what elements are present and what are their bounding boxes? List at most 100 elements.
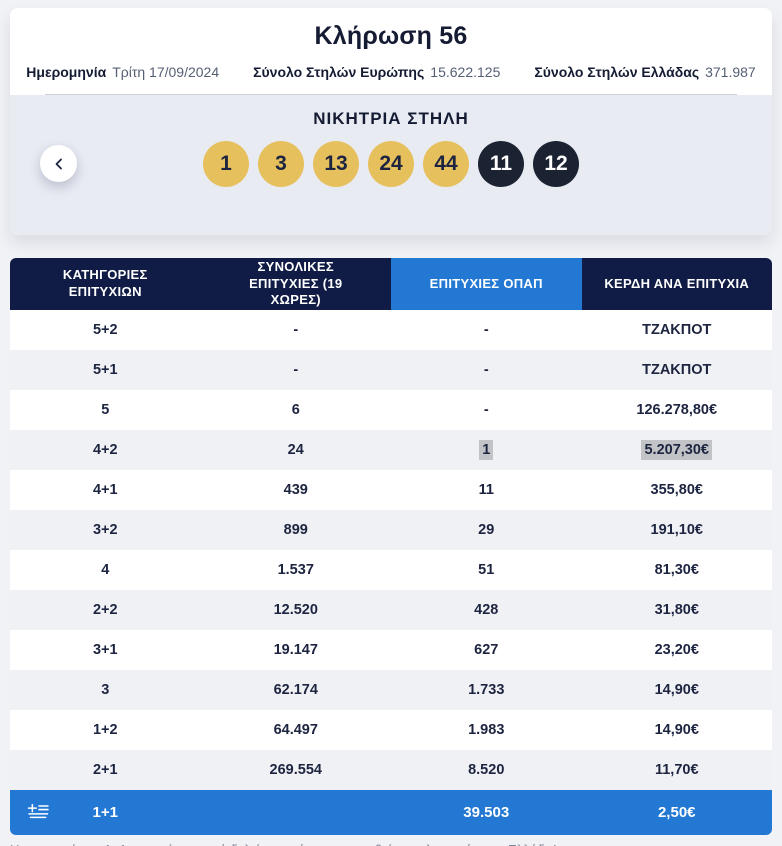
previous-draw-button[interactable] [40, 145, 77, 182]
table-row: 1+2 64.497 1.983 14,90€ [10, 710, 772, 750]
category-cell: 4 [10, 550, 201, 590]
table-row: 5+2- - ΤΖΑΚΠΟΤ [10, 310, 772, 350]
divider [45, 94, 737, 95]
category-cell: 5 [10, 390, 201, 430]
opap-wins-cell: 8.520 [391, 750, 582, 790]
selected-text: 5.207,30€ [641, 440, 712, 460]
opap-wins-cell: - [391, 310, 582, 350]
draw-meta: Ημερομηνία Τρίτη 17/09/2024 Σύνολο Στηλών … [10, 51, 772, 94]
opap-wins-cell: 51 [391, 550, 582, 590]
greece-only-row: 1+1 39.503 2,50€ [10, 790, 772, 835]
total-wins-cell: 439 [200, 470, 391, 510]
total-wins-cell: 6 [200, 390, 391, 430]
meta-value: 15.622.125 [430, 64, 501, 80]
category-cell: 5+2 [10, 310, 201, 350]
selected-text: 1 [479, 440, 494, 460]
prize-cell: 2,50€ [581, 790, 772, 835]
results-section: ΚΑΤΗΓΟΡΙΕΣ ΕΠΙΤΥΧΙΩΝ ΣΥΝΟΛΙΚΕΣ ΕΠΙΤΥΧΙΕΣ … [10, 258, 772, 846]
prize-cell: 5.207,30€ [581, 430, 772, 470]
table-row: 3 62.174 1.733 14,90€ [10, 670, 772, 710]
winning-number-ball: 3 [258, 141, 304, 187]
table-footnote: Η κατηγορία με 1+1 επιτυχίες αφορά δελτί… [10, 842, 772, 846]
page-title: Κλήρωση 56 [314, 22, 468, 50]
greece-flag-icon [27, 803, 51, 822]
opap-wins-cell: 1 [391, 430, 582, 470]
meta-label: Σύνολο Στηλών Ευρώπης [253, 64, 425, 80]
prize-cell: 126.278,80€ [581, 390, 772, 430]
meta-value: Τρίτη 17/09/2024 [112, 64, 220, 80]
total-wins-cell [200, 790, 391, 835]
results-table: ΚΑΤΗΓΟΡΙΕΣ ΕΠΙΤΥΧΙΩΝ ΣΥΝΟΛΙΚΕΣ ΕΠΙΤΥΧΙΕΣ … [10, 258, 772, 835]
prize-cell: 23,20€ [581, 630, 772, 670]
total-wins-cell: - [200, 350, 391, 390]
draw-summary-card: Κλήρωση 56 Ημερομηνία Τρίτη 17/09/2024 Σύν… [10, 8, 772, 235]
winning-number-ball: 44 [423, 141, 469, 187]
bonus-number-ball: 12 [533, 141, 579, 187]
total-wins-cell: 62.174 [200, 670, 391, 710]
table-row: 2+1 269.554 8.520 11,70€ [10, 750, 772, 790]
total-wins-cell: 19.147 [200, 630, 391, 670]
prize-cell: 14,90€ [581, 710, 772, 750]
prize-cell: 355,80€ [581, 470, 772, 510]
category-cell: 2+1 [10, 750, 201, 790]
total-wins-cell: 24 [200, 430, 391, 470]
total-wins-cell: 899 [200, 510, 391, 550]
draw-header: Κλήρωση 56 Ημερομηνία Τρίτη 17/09/2024 Σύν… [10, 8, 772, 95]
table-row: 5+1- - ΤΖΑΚΠΟΤ [10, 350, 772, 390]
opap-wins-cell: - [391, 350, 582, 390]
column-header: ΕΠΙΤΥΧΙΕΣ ΟΠΑΠ [391, 258, 582, 310]
prize-cell: 191,10€ [581, 510, 772, 550]
table-row: 3+2 899 29 191,10€ [10, 510, 772, 550]
table-row: 2+2 12.520 428 31,80€ [10, 590, 772, 630]
category-cell: 3 [10, 670, 201, 710]
opap-wins-cell: 39.503 [391, 790, 582, 835]
total-wins-cell: 64.497 [200, 710, 391, 750]
opap-wins-cell: 11 [391, 470, 582, 510]
winning-column-title: ΝΙΚΗΤΡΙΑ ΣΤΗΛΗ [313, 109, 469, 128]
draw-meta-item: Ημερομηνία Τρίτη 17/09/2024 [26, 64, 219, 80]
winning-number-ball: 24 [368, 141, 414, 187]
meta-label: Σύνολο Στηλών Ελλάδας [534, 64, 700, 80]
category-cell: 1+1 [10, 790, 201, 835]
opap-wins-cell: 1.733 [391, 670, 582, 710]
opap-wins-cell: 1.983 [391, 710, 582, 750]
table-header-row: ΚΑΤΗΓΟΡΙΕΣ ΕΠΙΤΥΧΙΩΝ ΣΥΝΟΛΙΚΕΣ ΕΠΙΤΥΧΙΕΣ … [10, 258, 772, 310]
draw-meta-item: Σύνολο Στηλών Ελλάδας 371.987 [534, 64, 755, 80]
category-cell: 3+2 [10, 510, 201, 550]
meta-label: Ημερομηνία [26, 64, 107, 80]
winning-column-section: ΝΙΚΗΤΡΙΑ ΣΤΗΛΗ 1 3 13 24 44 11 12 [10, 95, 772, 235]
category-cell: 4+2 [10, 430, 201, 470]
opap-wins-cell: 627 [391, 630, 582, 670]
table-row: 4+1 439 11 355,80€ [10, 470, 772, 510]
table-row: 3+1 19.147 627 23,20€ [10, 630, 772, 670]
category-cell: 1+2 [10, 710, 201, 750]
prize-cell: 14,90€ [581, 670, 772, 710]
category-cell: 3+1 [10, 630, 201, 670]
column-header: ΣΥΝΟΛΙΚΕΣ ΕΠΙΤΥΧΙΕΣ (19 ΧΩΡΕΣ) [200, 258, 391, 310]
total-wins-cell: 269.554 [200, 750, 391, 790]
prize-cell: 81,30€ [581, 550, 772, 590]
page: Κλήρωση 56 Ημερομηνία Τρίτη 17/09/2024 Σύν… [10, 0, 772, 846]
chevron-left-icon [51, 156, 67, 172]
table-row: 4+2 24 1 5.207,30€ [10, 430, 772, 470]
column-header: ΚΑΤΗΓΟΡΙΕΣ ΕΠΙΤΥΧΙΩΝ [10, 258, 201, 310]
table-row: 4 1.537 51 81,30€ [10, 550, 772, 590]
total-wins-cell: - [200, 310, 391, 350]
prize-cell: ΤΖΑΚΠΟΤ [581, 310, 772, 350]
total-wins-cell: 1.537 [200, 550, 391, 590]
meta-value: 371.987 [705, 64, 756, 80]
winning-numbers: 1 3 13 24 44 11 12 [10, 141, 772, 187]
winning-number-ball: 1 [203, 141, 249, 187]
total-wins-cell: 12.520 [200, 590, 391, 630]
draw-meta-item: Σύνολο Στηλών Ευρώπης 15.622.125 [253, 64, 500, 80]
bonus-number-ball: 11 [478, 141, 524, 187]
category-cell: 2+2 [10, 590, 201, 630]
winning-number-ball: 13 [313, 141, 359, 187]
category-cell: 4+1 [10, 470, 201, 510]
prize-cell: 31,80€ [581, 590, 772, 630]
prize-cell: 11,70€ [581, 750, 772, 790]
category-cell: 5+1 [10, 350, 201, 390]
opap-wins-cell: 428 [391, 590, 582, 630]
table-row: 5 6-126.278,80€ [10, 390, 772, 430]
opap-wins-cell: - [391, 390, 582, 430]
